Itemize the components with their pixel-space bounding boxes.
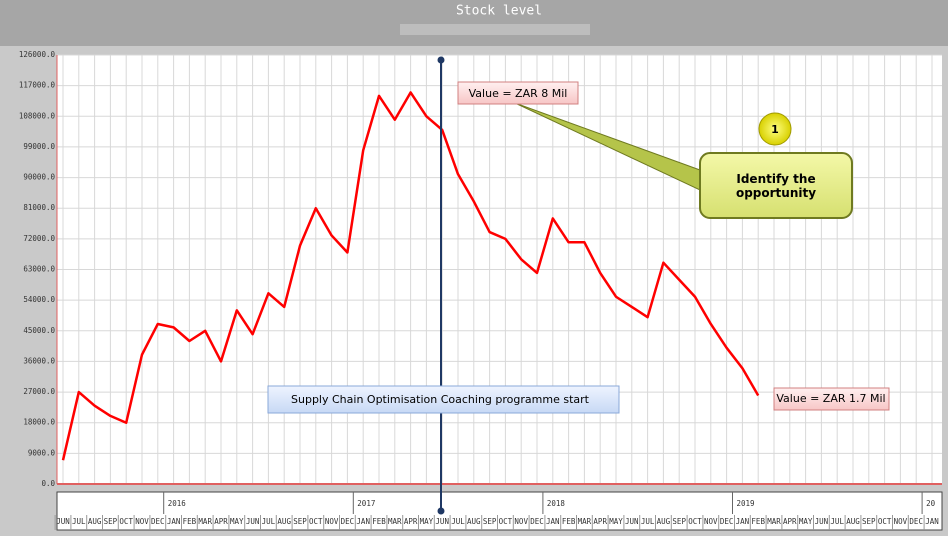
x-tick-label: JAN	[736, 517, 750, 526]
y-tick-label: 45000.0	[23, 326, 55, 335]
x-tick-label: AUG	[657, 517, 671, 526]
chart-title: Stock level	[456, 4, 542, 19]
y-tick-label: 54000.0	[23, 295, 55, 304]
line-end	[437, 56, 445, 64]
y-tick-label: 99000.0	[23, 142, 55, 151]
x-tick-label: FEB	[562, 517, 576, 526]
x-tick-label: OCT	[878, 517, 892, 526]
x-tick-label: MAY	[609, 517, 623, 526]
year-label: 2019	[737, 499, 755, 508]
x-tick-label: MAY	[230, 517, 244, 526]
x-tick-label: APR	[214, 517, 228, 526]
y-tick-label: 81000.0	[23, 203, 55, 212]
title-bar	[0, 0, 948, 46]
y-tick-label: 63000.0	[23, 265, 55, 274]
start-value: Value = ZAR 8 Mil	[469, 87, 568, 100]
x-tick-label: MAR	[388, 517, 402, 526]
x-tick-label: AUG	[846, 517, 860, 526]
x-tick-label: MAR	[767, 517, 781, 526]
x-tick-label: MAY	[799, 517, 813, 526]
y-tick-label: 27000.0	[23, 387, 55, 396]
x-tick-label: OCT	[309, 517, 323, 526]
x-tick-label: JUL	[830, 517, 844, 526]
x-tick-label: JAN	[925, 517, 939, 526]
x-tick-label: DEC	[909, 517, 923, 526]
series-line	[61, 91, 760, 461]
x-tick-label: JUN	[246, 517, 260, 526]
x-tick-label: OCT	[688, 517, 702, 526]
x-tick-label: SEP	[862, 517, 876, 526]
x-tick-label: AUG	[277, 517, 291, 526]
x-tick-label: SEP	[483, 517, 497, 526]
y-tick-label: 0.0	[41, 479, 55, 488]
y-tick-label: 126000.0	[19, 50, 56, 59]
x-tick-label: FEB	[751, 517, 765, 526]
year-label: 2018	[547, 499, 566, 508]
x-tick-label: FEB	[372, 517, 386, 526]
x-tick-label: DEC	[341, 517, 355, 526]
callout-box	[699, 152, 853, 219]
x-axis-area	[56, 491, 943, 531]
x-tick-label: JUN	[56, 517, 70, 526]
y-tick-label: 108000.0	[19, 111, 56, 120]
x-tick-label: NOV	[704, 517, 718, 526]
x-tick-label: JUL	[641, 517, 655, 526]
callout-wrap: Identify the opportunity	[735, 172, 817, 200]
x-tick-label: AUG	[467, 517, 481, 526]
x-tick-label: SEP	[293, 517, 307, 526]
x-tick-label: MAR	[578, 517, 592, 526]
x-tick-label: JUL	[451, 517, 465, 526]
x-tick-label: JAN	[356, 517, 370, 526]
x-tick-label: NOV	[514, 517, 528, 526]
x-tick-label: JUN	[435, 517, 449, 526]
x-tick-label: NOV	[135, 517, 149, 526]
x-tick-label: FEB	[183, 517, 197, 526]
end-value: Value = ZAR 1.7 Mil	[776, 392, 885, 405]
programme-label: Supply Chain Optimisation Coaching progr…	[291, 393, 590, 406]
x-tick-label: OCT	[119, 517, 133, 526]
x-tick-label: DEC	[720, 517, 734, 526]
y-tick-label: 117000.0	[19, 81, 56, 90]
y-tick-label: 90000.0	[23, 173, 55, 182]
x-tick-label: OCT	[499, 517, 513, 526]
start-value-box	[457, 81, 579, 105]
step-badge	[758, 112, 792, 146]
x-tick-label: DEC	[151, 517, 165, 526]
y-tick-label: 9000.0	[28, 448, 56, 457]
x-tick-label: DEC	[530, 517, 544, 526]
y-tick-label: 36000.0	[23, 356, 55, 365]
x-tick-label: APR	[404, 517, 418, 526]
y-tick-label: 18000.0	[23, 418, 55, 427]
x-tick-label: SEP	[104, 517, 118, 526]
line-end	[437, 507, 445, 515]
x-tick-label: JUL	[262, 517, 276, 526]
x-tick-label: SEP	[672, 517, 686, 526]
x-tick-label: JUN	[625, 517, 639, 526]
x-tick-label: APR	[783, 517, 797, 526]
x-tick-label: JUN	[815, 517, 829, 526]
x-tick-label: JAN	[546, 517, 560, 526]
programme-box	[267, 385, 620, 414]
end-value-box	[773, 387, 890, 411]
x-tick-label: NOV	[894, 517, 908, 526]
x-tick-label: AUG	[88, 517, 102, 526]
year-label: 20	[926, 499, 936, 508]
year-label: 2016	[168, 499, 187, 508]
x-tick-label: MAR	[198, 517, 212, 526]
x-tick-label: JAN	[167, 517, 181, 526]
blurred-subtitle	[400, 24, 590, 35]
callout: Identify the opportunity	[735, 172, 817, 200]
y-tick-label: 72000.0	[23, 234, 55, 243]
x-tick-label: APR	[593, 517, 607, 526]
step-number: 1	[771, 123, 779, 136]
x-tick-label: MAY	[420, 517, 434, 526]
year-label: 2017	[357, 499, 375, 508]
x-tick-label: JUL	[72, 517, 86, 526]
x-tick-label: NOV	[325, 517, 339, 526]
